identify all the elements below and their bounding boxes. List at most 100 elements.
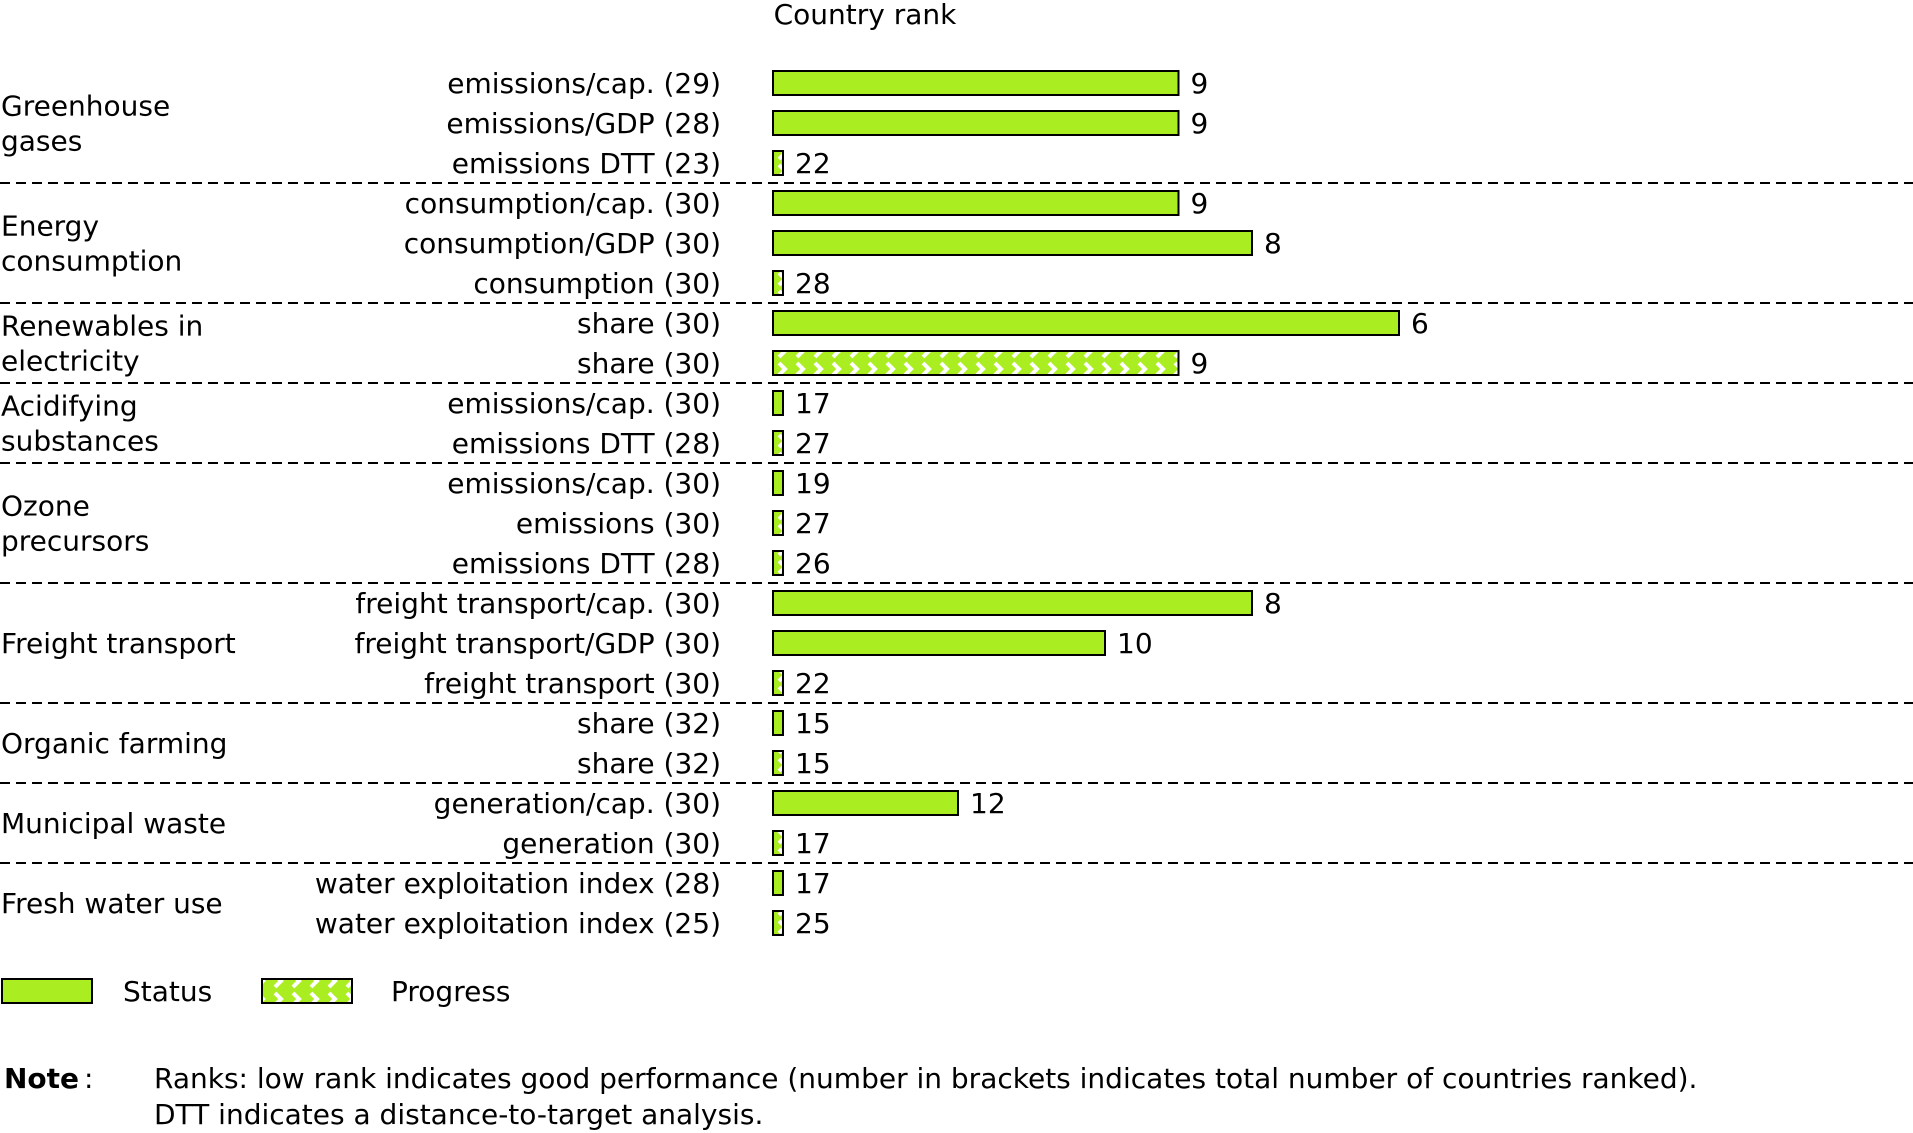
rank-value-label: 15 <box>795 747 831 780</box>
progress-bar <box>772 270 784 296</box>
row-label: freight transport (30) <box>424 667 721 700</box>
status-bar <box>772 630 1106 656</box>
note-line: Ranks: low rank indicates good performan… <box>154 1062 1698 1095</box>
row-label: generation/cap. (30) <box>434 787 721 820</box>
rank-value-label: 17 <box>795 387 831 420</box>
bar-row: consumption/GDP (30) 8 <box>404 227 1282 260</box>
status-bar <box>772 230 1253 256</box>
rank-value-label: 9 <box>1191 347 1209 380</box>
rank-value-label: 9 <box>1191 67 1209 100</box>
group-label-line: Fresh water use <box>1 887 223 920</box>
group-label-line: Energy <box>1 210 99 243</box>
row-label: emissions DTT (28) <box>452 547 721 580</box>
bar-row: emissions/cap. (29) 9 <box>447 67 1208 100</box>
group-label: Organic farming <box>1 727 227 760</box>
progress-bar <box>772 150 784 176</box>
country-rank-chart: Country rank emissions/cap. (29) 9emissio… <box>0 0 1913 1008</box>
progress-bar <box>772 910 784 936</box>
row-label: emissions DTT (28) <box>452 427 721 460</box>
bar-row: freight transport/GDP (30) 10 <box>355 627 1153 660</box>
bar-row: generation (30) 17 <box>502 827 830 860</box>
status-bar <box>772 310 1400 336</box>
rank-value-label: 27 <box>795 507 831 540</box>
legend-swatch-progress <box>261 978 353 1004</box>
group-label: Acidifying substances <box>1 390 159 458</box>
status-bar <box>772 470 784 496</box>
progress-bar <box>772 550 784 576</box>
legend-item: Progress <box>261 975 511 1008</box>
rank-value-label: 17 <box>795 867 831 900</box>
progress-bar <box>772 750 784 776</box>
row-label: consumption/cap. (30) <box>405 187 721 220</box>
group-label-line: substances <box>1 425 159 458</box>
status-bar <box>772 70 1180 96</box>
rank-value-label: 8 <box>1264 227 1282 260</box>
bar-row: water exploitation index (25) 25 <box>315 907 831 940</box>
row-label: emissions/cap. (29) <box>447 67 721 100</box>
row-label: emissions/cap. (30) <box>447 387 721 420</box>
bar-row: consumption/cap. (30) 9 <box>405 187 1209 220</box>
bar-row: share (32) 15 <box>577 747 831 780</box>
status-bar <box>772 790 959 816</box>
bar-row: emissions/GDP (28) 9 <box>446 107 1208 140</box>
rank-value-label: 19 <box>795 467 831 500</box>
rank-value-label: 17 <box>795 827 831 860</box>
row-label: freight transport/cap. (30) <box>355 587 721 620</box>
group-label-line: Ozone <box>1 490 90 523</box>
group-label-line: electricity <box>1 345 140 378</box>
group-label-line: Acidifying <box>1 390 138 423</box>
row-label: emissions DTT (23) <box>452 147 721 180</box>
row-label: share (32) <box>577 707 721 740</box>
bar-row: share (32) 15 <box>577 707 831 740</box>
row-label: emissions (30) <box>516 507 721 540</box>
rank-value-label: 22 <box>795 667 831 700</box>
bar-row: freight transport (30) 22 <box>424 667 831 700</box>
row-label: share (32) <box>577 747 721 780</box>
group-label-line: precursors <box>1 525 149 558</box>
rank-value-label: 6 <box>1411 307 1429 340</box>
legend-swatch-status <box>1 978 93 1004</box>
rank-value-label: 9 <box>1191 107 1209 140</box>
legend-item: Status <box>1 975 212 1008</box>
group-label: Energy consumption <box>1 210 182 278</box>
row-label: consumption (30) <box>473 267 721 300</box>
rank-value-label: 22 <box>795 147 831 180</box>
group-label-line: consumption <box>1 245 182 278</box>
row-label: share (30) <box>577 347 721 380</box>
rank-value-label: 12 <box>970 787 1006 820</box>
progress-bar <box>772 670 784 696</box>
progress-bar <box>772 510 784 536</box>
bar-row: emissions DTT (23) 22 <box>452 147 831 180</box>
note-label: Note <box>4 1062 80 1095</box>
bar-row: emissions/cap. (30) 19 <box>447 467 830 500</box>
bar-row: share (30) 9 <box>577 347 1208 380</box>
rank-value-label: 10 <box>1117 627 1153 660</box>
legend-label: Progress <box>391 975 511 1008</box>
rank-value-label: 15 <box>795 707 831 740</box>
group-label: Fresh water use <box>1 887 223 920</box>
progress-bar <box>772 350 1180 376</box>
rank-value-label: 26 <box>795 547 831 580</box>
group-label: Municipal waste <box>1 807 226 840</box>
group-label-line: Renewables in <box>1 310 203 343</box>
row-label: emissions/GDP (28) <box>446 107 721 140</box>
rank-value-label: 27 <box>795 427 831 460</box>
status-bar <box>772 190 1180 216</box>
bar-row: emissions/cap. (30) 17 <box>447 387 830 420</box>
group-label: Greenhouse gases <box>1 90 170 158</box>
group-label-line: Municipal waste <box>1 807 226 840</box>
rank-value-label: 25 <box>795 907 831 940</box>
row-label: emissions/cap. (30) <box>447 467 721 500</box>
bar-row: share (30) 6 <box>577 307 1429 340</box>
rank-value-label: 28 <box>795 267 831 300</box>
row-label: water exploitation index (28) <box>315 867 721 900</box>
note-colon: : <box>84 1062 94 1095</box>
group-label: Ozone precursors <box>1 490 149 558</box>
legend-label: Status <box>123 975 212 1008</box>
bar-row: emissions DTT (28) 26 <box>452 547 831 580</box>
bar-row: water exploitation index (28) 17 <box>315 867 831 900</box>
row-label: consumption/GDP (30) <box>404 227 721 260</box>
rank-value-label: 9 <box>1191 187 1209 220</box>
bar-row: emissions DTT (28) 27 <box>452 427 831 460</box>
status-bar <box>772 110 1180 136</box>
